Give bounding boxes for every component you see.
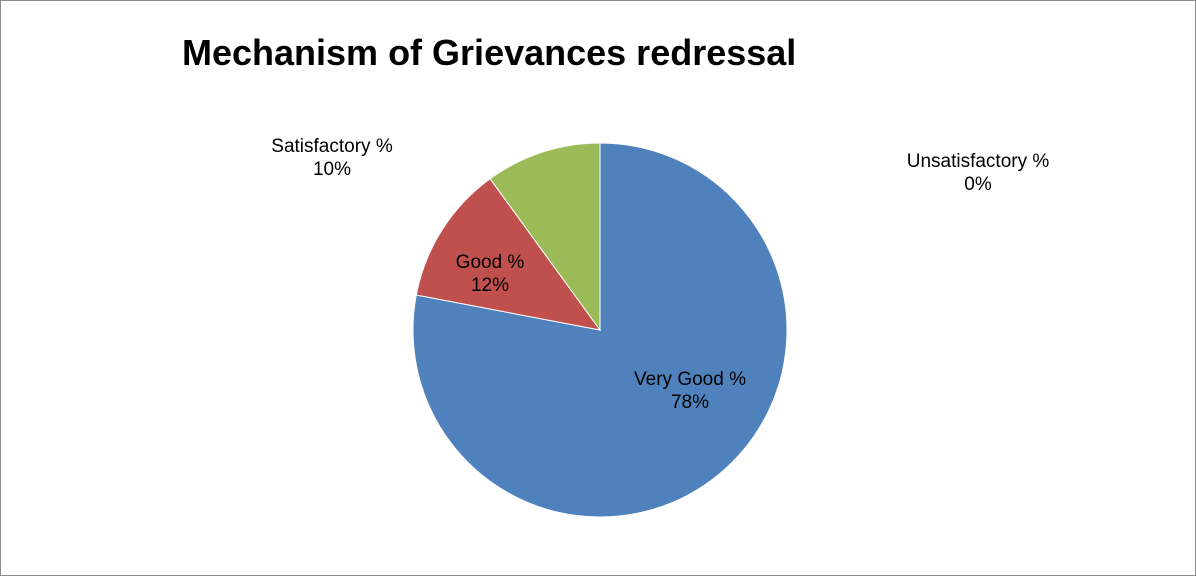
- data-label-category: Satisfactory %: [271, 136, 393, 157]
- data-label-value: 0%: [964, 174, 992, 195]
- pie-slice-satisfactory: [489, 142, 601, 332]
- data-label-category: Very Good %: [634, 369, 746, 390]
- data-label-good: Good % 12%: [456, 252, 525, 296]
- chart-title: Mechanism of Grievances redressal: [182, 32, 797, 73]
- data-label-satisfactory: Satisfactory % 10%: [271, 136, 393, 180]
- data-label-category: Good %: [456, 252, 525, 273]
- data-label-unsatisfactory: Unsatisfactory % 0%: [907, 151, 1050, 195]
- data-label-category: Unsatisfactory %: [907, 151, 1050, 172]
- data-label-value: 12%: [471, 275, 509, 296]
- data-label-very-good: Very Good % 78%: [634, 369, 746, 413]
- pie-slice-very-good: [412, 142, 788, 518]
- data-label-value: 10%: [313, 159, 351, 180]
- pie-slice-good: [415, 178, 602, 331]
- data-label-value: 78%: [671, 392, 709, 413]
